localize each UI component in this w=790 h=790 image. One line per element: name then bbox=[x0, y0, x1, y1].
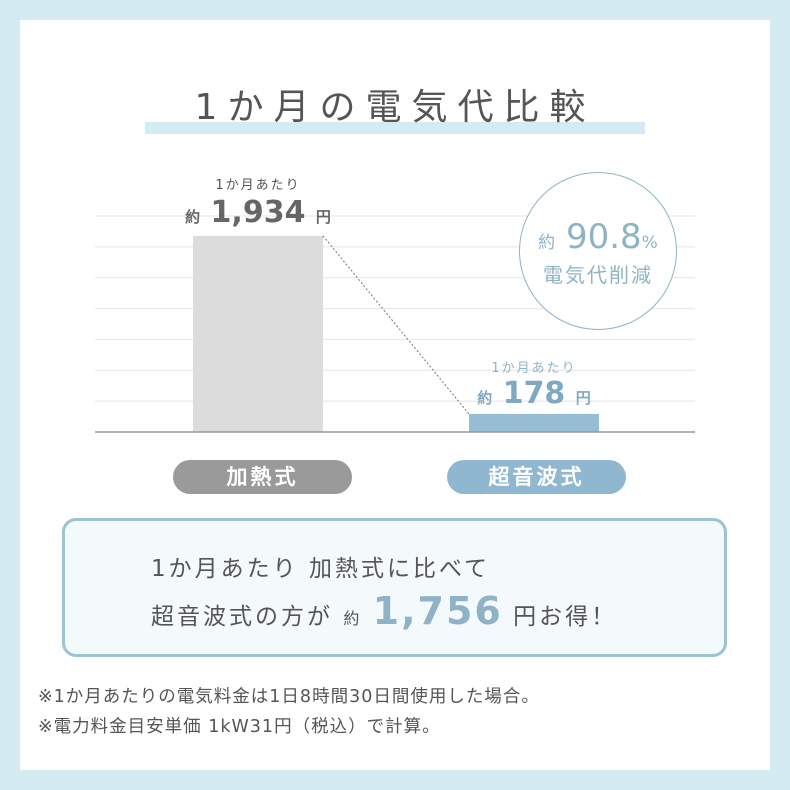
summary-line-1: 1か月あたり 加熱式に比べて bbox=[151, 556, 491, 582]
reduction-badge: 約 90.8% 電気代削減 bbox=[519, 172, 677, 330]
summary-box: 1か月あたり 加熱式に比べて 超音波式の方が 約 1,756 円お得！ bbox=[62, 518, 727, 657]
per-month-label: 1か月あたり bbox=[491, 361, 577, 376]
summary-line-2: 超音波式の方が 約 1,756 円お得！ bbox=[151, 589, 618, 633]
footnote-2: ※電力料金目安単価 1kW31円（税込）で計算。 bbox=[38, 717, 441, 737]
page-title: 1か月の電気代比較 bbox=[194, 87, 596, 128]
bar-heating bbox=[193, 235, 323, 432]
value-label: 約 1,934 円 bbox=[185, 195, 331, 230]
bar-label-ultrasonic: 1か月あたり 約 178 円 bbox=[434, 357, 634, 411]
title-underline bbox=[145, 122, 645, 134]
value-label: 約 178 円 bbox=[477, 376, 591, 411]
per-month-label: 1か月あたり bbox=[215, 178, 301, 193]
bar-ultrasonic bbox=[469, 413, 599, 432]
bar-label-heating: 1か月あたり 約 1,934 円 bbox=[158, 174, 358, 230]
category-label-ultrasonic: 超音波式 bbox=[447, 460, 626, 494]
bar-chart bbox=[95, 215, 695, 433]
category-label-heating: 加熱式 bbox=[173, 460, 352, 494]
footnote-1: ※1か月あたりの電気料金は1日8時間30日間使用した場合。 bbox=[38, 687, 540, 707]
